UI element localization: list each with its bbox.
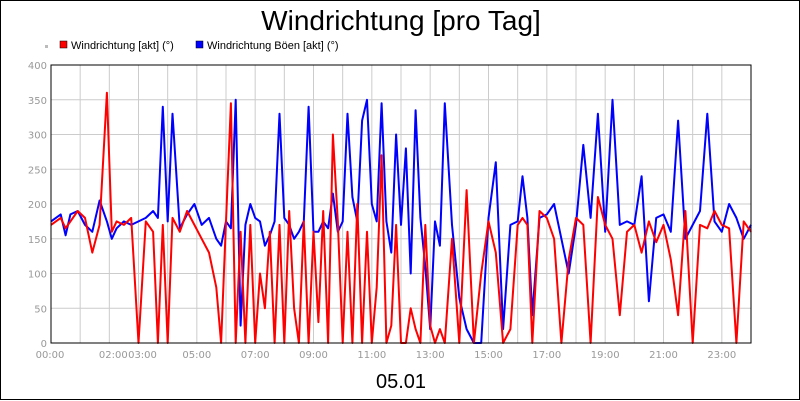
x-tick-label: 13:00 (416, 350, 445, 361)
legend-label-windrichtung: Windrichtung [akt] (°) (71, 40, 174, 52)
y-tick-label: 50 (34, 304, 47, 315)
x-tick-label: 09:00 (299, 350, 328, 361)
x-tick-label: 23:00 (707, 350, 736, 361)
series-lines (50, 91, 752, 344)
chart-title: Windrichtung [pro Tag] (261, 5, 541, 36)
y-axis-ticks: 0 50 100 150 200 250 300 350 400 (28, 61, 47, 350)
x-tick-label: 21:00 (649, 350, 678, 361)
y-tick-label: 400 (28, 61, 47, 72)
x-tick-label: 02:00 (99, 350, 128, 361)
y-tick-label: 250 (28, 165, 47, 176)
y-tick-label: 0 (41, 339, 47, 350)
legend-marker (45, 45, 48, 48)
x-tick-label: 11:00 (357, 350, 386, 361)
legend-swatch-boeen (195, 40, 204, 49)
series-line-windrichtung-boeen (50, 98, 752, 344)
y-tick-label: 150 (28, 235, 47, 246)
x-tick-label: 00:00 (36, 350, 65, 361)
y-tick-label: 350 (28, 96, 47, 107)
y-tick-label: 200 (28, 200, 47, 211)
x-tick-label: 07:00 (241, 350, 270, 361)
y-tick-label: 300 (28, 131, 47, 142)
legend-swatch-windrichtung (59, 40, 68, 49)
plot-area-border (50, 64, 752, 344)
y-tick-label: 100 (28, 270, 47, 281)
x-axis-label: 05.01 (376, 371, 426, 393)
x-tick-label: 03:00 (128, 350, 157, 361)
x-tick-label: 19:00 (591, 350, 620, 361)
x-tick-label: 17:00 (532, 350, 561, 361)
x-tick-label: 15:00 (474, 350, 503, 361)
x-axis-ticks: 00:00 02:00 03:00 05:00 07:00 09:00 11:00 13:00… (36, 350, 737, 361)
legend-label-boeen: Windrichtung Böen [akt] (°) (207, 40, 339, 52)
x-tick-label: 05:00 (182, 350, 211, 361)
series-line-windrichtung (50, 91, 752, 344)
